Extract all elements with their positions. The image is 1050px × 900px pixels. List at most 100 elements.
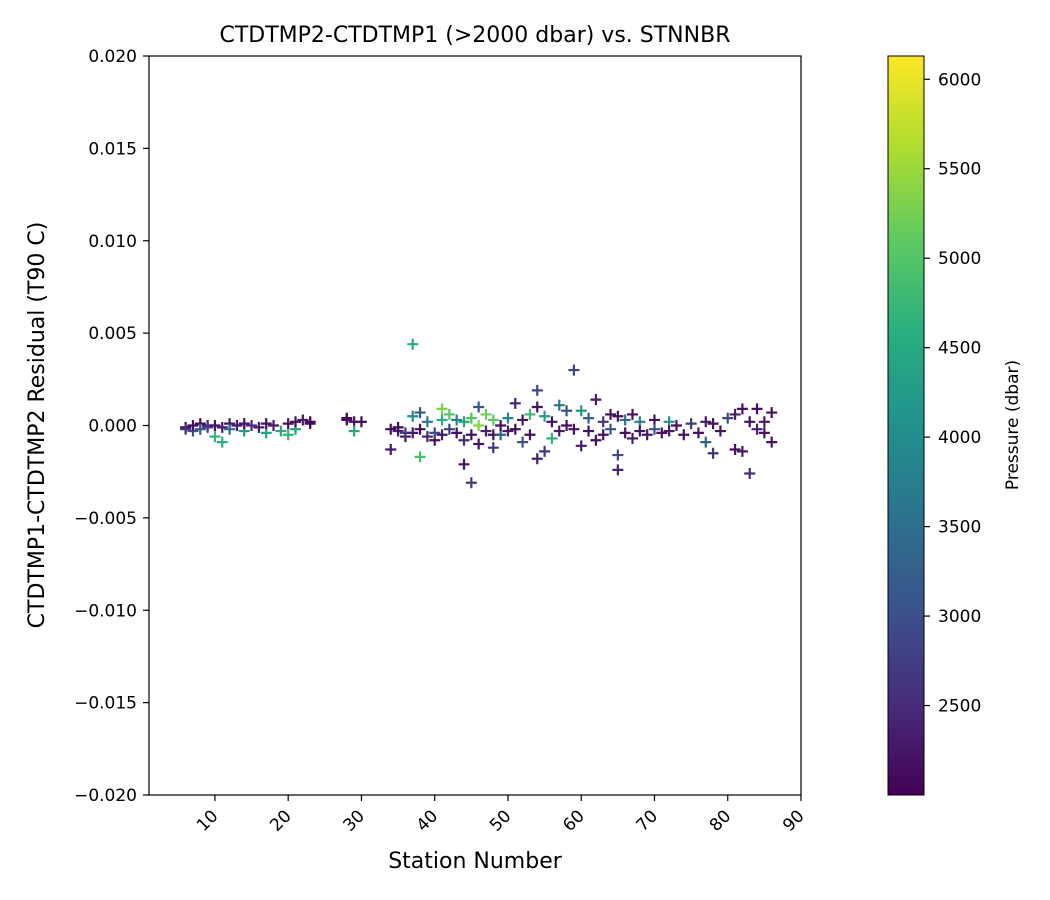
colorbar-tick-label: 3500 — [938, 518, 981, 538]
y-tick-label: −0.010 — [74, 601, 137, 621]
data-point — [180, 423, 192, 435]
y-tick-label: −0.005 — [74, 509, 137, 529]
data-point — [524, 429, 536, 441]
data-point — [678, 429, 690, 441]
colorbar-ticks: 2500 3000 3500 4000 4500 5000 5500 6000 — [924, 70, 981, 717]
data-point — [722, 412, 734, 424]
x-tick-label: 60 — [559, 806, 588, 835]
data-point — [502, 425, 514, 437]
data-point — [583, 425, 595, 437]
data-point — [561, 405, 573, 417]
data-point — [612, 449, 624, 461]
data-point — [744, 416, 756, 428]
data-point — [187, 420, 199, 431]
data-point — [517, 414, 529, 426]
data-point — [546, 416, 558, 428]
y-tick-label: 0.020 — [88, 47, 137, 67]
data-point — [290, 416, 302, 428]
y-axis-ticks: −0.020 −0.015 −0.010 −0.005 0.000 0.005 0.010 0… — [74, 47, 149, 806]
data-point — [268, 420, 280, 431]
data-point — [443, 423, 455, 435]
y-tick-label: 0.015 — [88, 139, 137, 159]
y-axis-label: CTDTMP1-CTDTMP2 Residual (T90 C) — [25, 222, 50, 629]
data-point — [231, 420, 243, 431]
data-point — [575, 440, 587, 452]
data-point — [480, 425, 492, 437]
data-point — [619, 427, 631, 439]
data-point — [648, 414, 660, 426]
x-tick-label: 50 — [486, 806, 515, 835]
data-point — [766, 436, 778, 448]
data-point — [458, 458, 470, 470]
x-tick-label: 80 — [706, 806, 735, 835]
data-point — [429, 427, 441, 439]
data-point — [282, 418, 294, 430]
data-point — [531, 401, 543, 413]
data-point — [685, 418, 697, 430]
data-point — [531, 384, 543, 396]
data-point — [583, 412, 595, 424]
colorbar-tick-label: 5000 — [938, 249, 981, 269]
data-point — [451, 414, 463, 426]
data-point — [539, 445, 551, 457]
data-point — [304, 416, 316, 428]
data-point — [546, 432, 558, 444]
data-point — [297, 414, 309, 426]
data-point — [663, 425, 675, 437]
data-point — [385, 423, 397, 435]
colorbar-tick-label: 4500 — [938, 339, 981, 359]
x-axis-label: Station Number — [388, 849, 563, 874]
data-point — [495, 429, 507, 441]
data-point — [758, 416, 770, 428]
data-point — [275, 425, 287, 437]
data-point — [421, 416, 433, 428]
data-point — [707, 418, 719, 430]
data-point — [597, 429, 609, 441]
data-point — [670, 420, 682, 431]
data-point — [707, 447, 719, 459]
data-point — [605, 408, 617, 420]
data-point — [465, 429, 477, 441]
data-point — [341, 412, 353, 424]
y-tick-label: 0.000 — [88, 417, 137, 437]
data-point — [700, 416, 712, 428]
data-point — [619, 414, 631, 426]
data-point — [458, 434, 470, 446]
data-point — [495, 420, 507, 431]
data-point — [216, 436, 228, 448]
colorbar-tick-label: 4000 — [938, 428, 981, 448]
data-point — [260, 427, 272, 439]
data-point — [766, 407, 778, 419]
x-tick-label: 30 — [340, 806, 369, 835]
data-point — [700, 436, 712, 448]
data-point — [421, 431, 433, 443]
data-point — [407, 338, 419, 350]
colorbar-label: Pressure (dbar) — [1003, 360, 1023, 490]
x-tick-label: 10 — [193, 806, 222, 835]
colorbar-tick-label: 6000 — [938, 70, 981, 90]
x-axis-ticks: 10 20 30 40 50 60 70 80 90 — [193, 795, 809, 836]
data-point — [568, 423, 580, 435]
data-point — [414, 407, 426, 419]
data-point — [692, 427, 704, 439]
data-point — [392, 421, 404, 433]
data-point — [627, 432, 639, 444]
data-point — [597, 416, 609, 428]
data-point — [539, 410, 551, 422]
data-point — [502, 412, 514, 424]
x-tick-label: 70 — [633, 806, 662, 835]
data-point — [561, 420, 573, 431]
data-point — [260, 418, 272, 430]
data-point — [751, 423, 763, 435]
data-point — [480, 408, 492, 420]
x-tick-label: 20 — [266, 806, 295, 835]
y-tick-label: 0.010 — [88, 232, 137, 252]
data-point — [553, 425, 565, 437]
data-point — [282, 429, 294, 441]
data-point — [202, 421, 214, 433]
data-point — [663, 416, 675, 428]
data-point — [575, 405, 587, 417]
data-point — [751, 403, 763, 415]
x-tick-label: 40 — [413, 806, 442, 835]
